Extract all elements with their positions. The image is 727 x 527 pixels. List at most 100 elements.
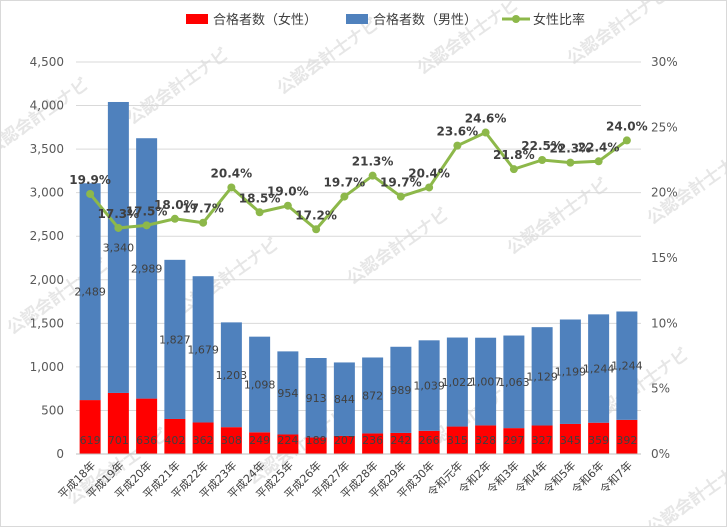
- line-point: [340, 192, 349, 201]
- data-label-female: 224: [277, 434, 298, 447]
- y2-tick-label: 5%: [651, 382, 670, 396]
- bar-male: [588, 314, 610, 423]
- data-label-female: 402: [164, 434, 185, 447]
- watermark: 公認会計士ナビ: [413, 0, 523, 79]
- data-label-female: 701: [108, 434, 129, 447]
- bar-female: [616, 419, 638, 454]
- data-label-ratio: 18.0%: [154, 198, 196, 212]
- data-label-female: 362: [193, 434, 214, 447]
- data-label-male: 1,129: [526, 370, 558, 383]
- data-label-male: 1,007: [470, 376, 502, 389]
- y-tick-label: 0: [56, 447, 64, 461]
- data-label-male: 1,679: [187, 343, 219, 356]
- line-point: [283, 201, 292, 210]
- data-label-female: 297: [503, 434, 524, 447]
- bar-male: [616, 311, 638, 420]
- bar-male: [107, 101, 129, 393]
- bar-male: [475, 337, 497, 426]
- bar-female: [220, 427, 242, 454]
- y-tick-label: 3,500: [30, 142, 64, 156]
- data-label-ratio: 17.5%: [126, 204, 168, 218]
- bar-female: [164, 418, 186, 454]
- data-label-male: 989: [390, 384, 411, 397]
- y2-tick-label: 25%: [651, 120, 678, 134]
- data-label-male: 954: [277, 387, 298, 400]
- bar-female: [503, 428, 525, 454]
- line-point: [312, 225, 321, 234]
- data-label-female: 308: [221, 434, 242, 447]
- data-label-male: 1,244: [583, 363, 615, 376]
- bar-female: [333, 435, 355, 454]
- line-point: [199, 218, 208, 227]
- data-label-female: 236: [362, 434, 383, 447]
- bar-male: [277, 351, 299, 435]
- bar-male: [249, 336, 271, 433]
- line-female-ratio: [88, 130, 628, 232]
- line-point: [86, 189, 95, 198]
- y-tick-label: 1,500: [30, 316, 64, 330]
- line-point: [566, 158, 575, 167]
- legend-label: 合格者数（男性）: [373, 12, 477, 28]
- bar-male: [333, 362, 355, 436]
- data-label-ratio: 20.4%: [211, 166, 253, 180]
- bar-female: [107, 392, 129, 454]
- line-point: [538, 156, 547, 164]
- data-label-female: 328: [475, 434, 496, 447]
- bar-male: [79, 183, 101, 401]
- data-label-female: 242: [390, 434, 411, 447]
- bar-female: [559, 423, 581, 454]
- data-label-female: 359: [588, 434, 609, 447]
- data-label-ratio: 20.4%: [408, 166, 450, 180]
- legend-swatch: [186, 14, 208, 24]
- bar-female: [79, 400, 101, 454]
- data-label-male: 1,203: [216, 369, 248, 382]
- bar-male: [390, 346, 412, 433]
- data-label-male: 844: [334, 393, 355, 406]
- bar-male: [503, 335, 525, 429]
- line-point: [622, 136, 631, 145]
- y2-tick-label: 20%: [651, 186, 678, 200]
- data-label-ratio: 17.3%: [98, 207, 140, 221]
- data-label-ratio: 17.7%: [182, 202, 224, 216]
- data-label-ratio: 22.5%: [521, 139, 563, 153]
- y2-tick-label: 15%: [651, 251, 678, 265]
- line-point: [396, 192, 405, 201]
- bar-female: [446, 426, 468, 454]
- data-label-ratio: 19.7%: [380, 176, 422, 190]
- y-tick-label: 1,000: [30, 360, 64, 374]
- bar-female: [305, 437, 327, 454]
- data-label-male: 872: [362, 389, 383, 402]
- data-label-male: 913: [306, 392, 327, 405]
- data-label-male: 1,039: [413, 380, 445, 393]
- data-label-ratio: 18.5%: [239, 191, 281, 205]
- watermark: 公認会計士ナビ: [343, 204, 453, 289]
- data-label-ratio: 23.6%: [437, 125, 479, 139]
- bar-female: [249, 432, 271, 454]
- bar-male: [446, 337, 468, 427]
- line-point: [142, 221, 151, 230]
- legend-marker: [512, 15, 520, 23]
- bar-male: [362, 357, 384, 434]
- data-label-male: 3,340: [103, 241, 135, 254]
- data-label-female: 636: [136, 434, 157, 447]
- data-label-female: 392: [616, 434, 637, 447]
- y-tick-label: 2,500: [30, 229, 64, 243]
- line-point: [368, 171, 377, 180]
- line-point: [255, 208, 264, 217]
- data-label-female: 266: [419, 434, 440, 447]
- line-point: [114, 223, 123, 232]
- data-label-male: 1,199: [555, 366, 587, 379]
- data-label-ratio: 19.9%: [69, 173, 111, 187]
- watermark: 公認会計士ナビ: [503, 174, 613, 259]
- line-point: [453, 141, 462, 150]
- y-tick-label: 500: [41, 403, 64, 417]
- line-point: [509, 165, 518, 174]
- data-label-female: 327: [532, 434, 553, 447]
- bar-female: [362, 433, 384, 454]
- bar-male: [220, 322, 242, 428]
- bar-female: [277, 434, 299, 454]
- bar-male: [531, 327, 553, 426]
- data-label-ratio: 24.6%: [465, 112, 507, 126]
- data-label-female: 619: [80, 434, 101, 447]
